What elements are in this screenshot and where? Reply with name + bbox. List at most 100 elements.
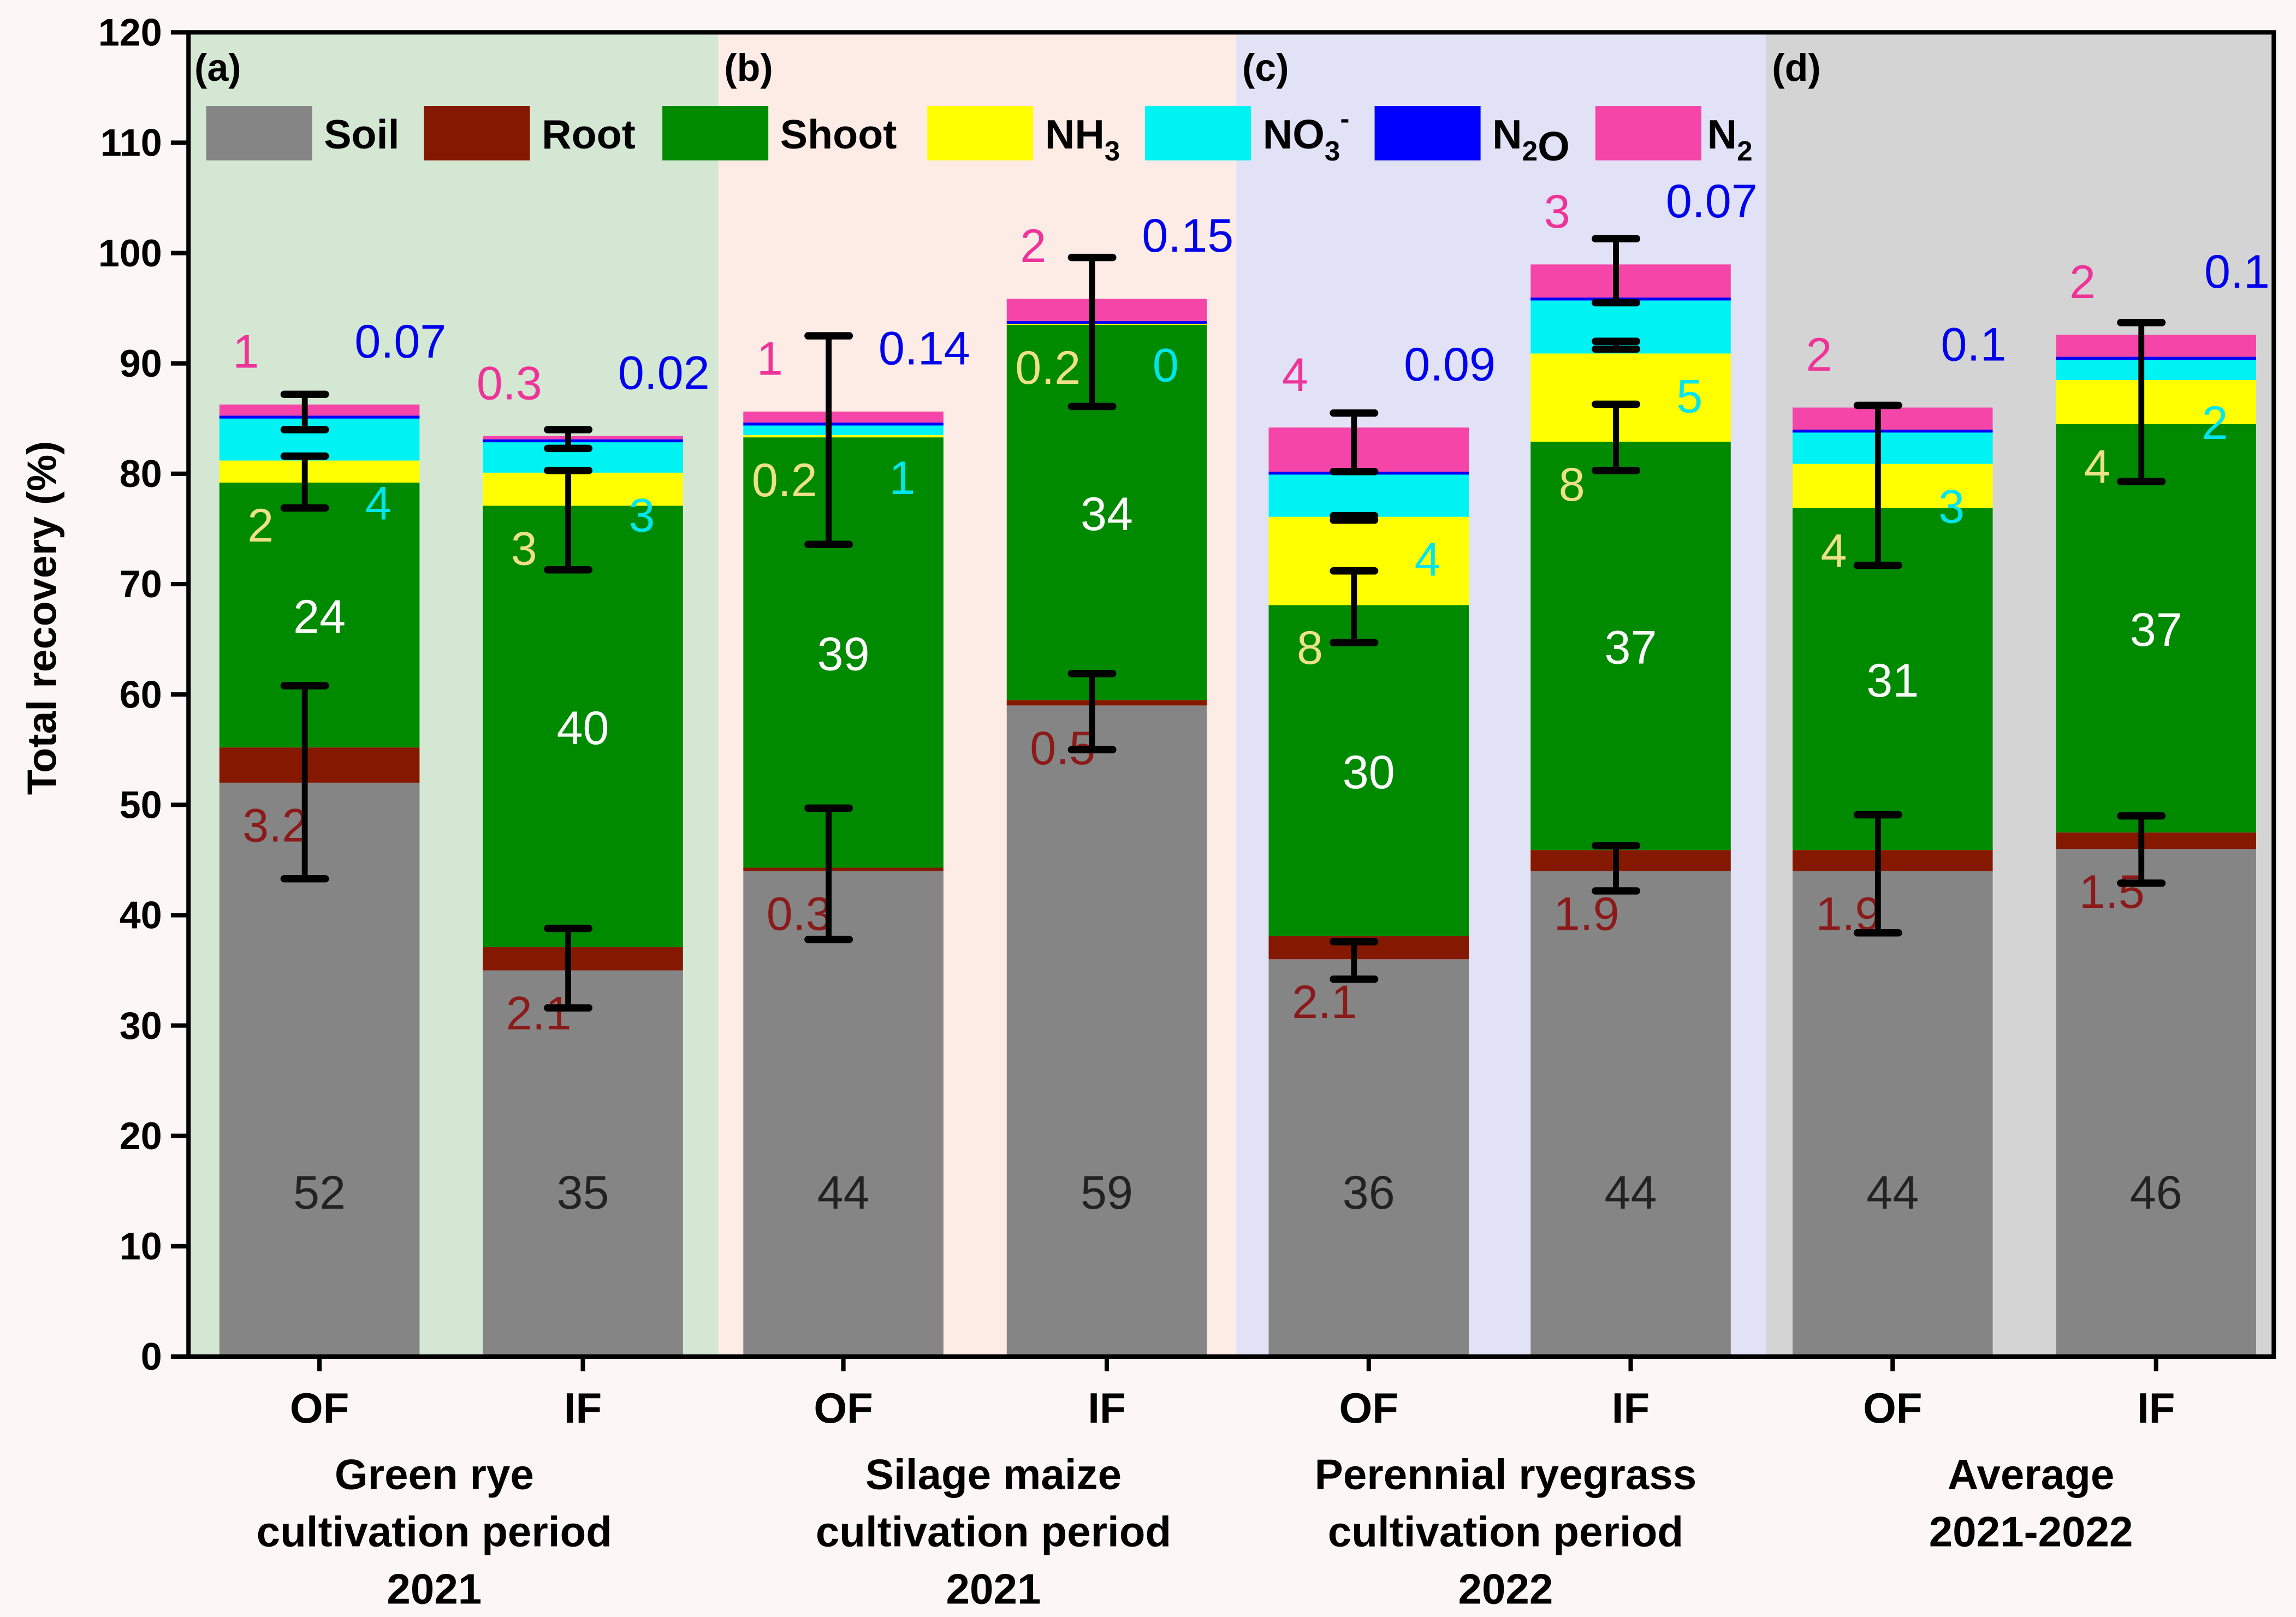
- data-label-soil: 44: [1605, 1167, 1657, 1219]
- bar-segment-shoot: [219, 483, 420, 748]
- data-label-no3: 3: [628, 490, 655, 542]
- data-label-n2: 2: [1806, 329, 1832, 381]
- data-label-root: 2.1: [506, 987, 572, 1039]
- y-axis-label: Total recovery (%): [19, 441, 65, 795]
- group-label: 2021: [946, 1565, 1041, 1613]
- data-label-n2o: 0.07: [1666, 175, 1758, 228]
- y-tick-label: 60: [120, 673, 162, 716]
- bar-segment-nh3: [1792, 463, 1993, 508]
- y-tick-label: 120: [98, 11, 162, 54]
- bar-segment-n2: [483, 436, 683, 439]
- data-label-soil: 36: [1343, 1167, 1395, 1219]
- bar-segment-nh3: [483, 472, 683, 506]
- bar-segment-shoot: [483, 506, 683, 948]
- data-label-n2: 0.3: [477, 357, 542, 409]
- bar-segment-root: [483, 947, 683, 971]
- data-label-no3: 2: [2202, 397, 2228, 449]
- bar-segment-n2: [1530, 264, 1731, 298]
- y-tick-label: 110: [100, 122, 162, 164]
- panel-tag: (a): [194, 46, 241, 89]
- error-bars: [280, 235, 2166, 1012]
- bar-segment-n2: [1792, 407, 1993, 430]
- bar-segment-nh3: [743, 435, 944, 438]
- bar-segment-n2: [743, 411, 944, 423]
- bar-segment-soil: [483, 970, 683, 1357]
- data-label-n2o: 0.15: [1142, 210, 1233, 262]
- legend: Soil Root Shoot NH3 NO3- N2O N2: [206, 103, 1753, 169]
- legend-swatch-shoot: [662, 106, 769, 160]
- y-tick-label: 80: [120, 453, 162, 495]
- bar-segment-no3: [1268, 472, 1469, 517]
- bar-segment-soil: [2056, 849, 2256, 1357]
- y-tick-label: 100: [98, 232, 162, 275]
- legend-swatch-n2: [1595, 106, 1701, 160]
- bar-segment-nh3: [2056, 380, 2256, 424]
- panel-tag: (b): [724, 46, 773, 89]
- x-tick-label: IF: [1612, 1384, 1650, 1432]
- data-label-n2: 1: [757, 332, 783, 385]
- bar-segment-n2o: [743, 423, 944, 426]
- data-label-nh3: 0.2: [752, 454, 817, 507]
- data-label-shoot: 24: [293, 591, 346, 643]
- data-label-no3: 5: [1676, 370, 1702, 423]
- y-tick-label: 50: [120, 784, 162, 827]
- data-label-shoot: 40: [557, 702, 609, 754]
- y-tick-label: 10: [120, 1225, 162, 1268]
- y-tick-label: 70: [120, 563, 162, 605]
- data-label-n2: 2: [2069, 256, 2096, 308]
- panel-tag: (c): [1242, 46, 1289, 89]
- legend-label-n2o: N2O: [1492, 111, 1570, 169]
- data-label-nh3: 2: [247, 500, 274, 552]
- bars: [219, 264, 2256, 1357]
- data-label-nh3: 4: [1820, 525, 1847, 577]
- group-label: 2022: [1458, 1565, 1553, 1613]
- legend-label-no3: NO3-: [1263, 103, 1350, 166]
- legend-swatch-nh3: [927, 106, 1034, 160]
- bar-segment-n2: [2056, 335, 2256, 357]
- data-label-shoot: 37: [1605, 622, 1657, 674]
- legend-label-root: Root: [542, 111, 636, 157]
- bar-segment-root: [1006, 700, 1207, 706]
- x-tick-label: IF: [1088, 1384, 1125, 1432]
- bar-segment-soil: [1268, 959, 1469, 1357]
- data-label-n2o: 0.07: [354, 316, 446, 368]
- bar-segment-root: [1792, 850, 1993, 871]
- data-label-n2: 3: [1544, 186, 1570, 238]
- data-label-nh3: 3: [511, 522, 537, 575]
- bar-segment-root: [219, 747, 420, 783]
- legend-label-n2: N2: [1707, 111, 1753, 167]
- data-label-nh3: 8: [1297, 622, 1323, 674]
- data-label-nh3: 0.2: [1015, 342, 1081, 394]
- data-label-nh3: 4: [2084, 441, 2110, 494]
- bar-segment-soil: [219, 782, 420, 1357]
- data-label-root: 1.9: [1554, 888, 1619, 940]
- bar-segment-n2o: [219, 415, 420, 419]
- bar-segment-shoot: [2056, 424, 2256, 833]
- data-label-soil: 44: [817, 1167, 870, 1219]
- group-label: cultivation period: [1328, 1508, 1683, 1556]
- x-tick-label: OF: [814, 1384, 873, 1432]
- bar-segment-n2: [219, 405, 420, 416]
- legend-swatch-soil: [206, 106, 312, 160]
- data-label-n2: 2: [1020, 220, 1046, 272]
- data-label-no3: 1: [889, 452, 915, 504]
- bar-segment-shoot: [1268, 605, 1469, 936]
- bar-segment-soil: [1006, 705, 1207, 1357]
- data-label-soil: 44: [1866, 1167, 1919, 1219]
- bar-segment-no3: [743, 424, 944, 436]
- bar-segment-no3: [1530, 298, 1731, 354]
- x-tick-label: OF: [290, 1384, 349, 1432]
- data-label-shoot: 39: [817, 628, 870, 681]
- y-tick-label: 90: [120, 342, 162, 385]
- data-label-soil: 59: [1081, 1167, 1133, 1219]
- legend-label-shoot: Shoot: [780, 111, 897, 157]
- bar-segment-shoot: [743, 437, 944, 868]
- bar-segment-n2: [1006, 299, 1207, 321]
- data-label-shoot: 30: [1343, 746, 1395, 799]
- y-tick-label: 40: [120, 894, 162, 937]
- bar-segment-root: [1530, 850, 1731, 871]
- legend-swatch-root: [424, 106, 530, 160]
- data-label-n2o: 0.14: [879, 323, 970, 375]
- y-tick-label: 20: [120, 1115, 162, 1157]
